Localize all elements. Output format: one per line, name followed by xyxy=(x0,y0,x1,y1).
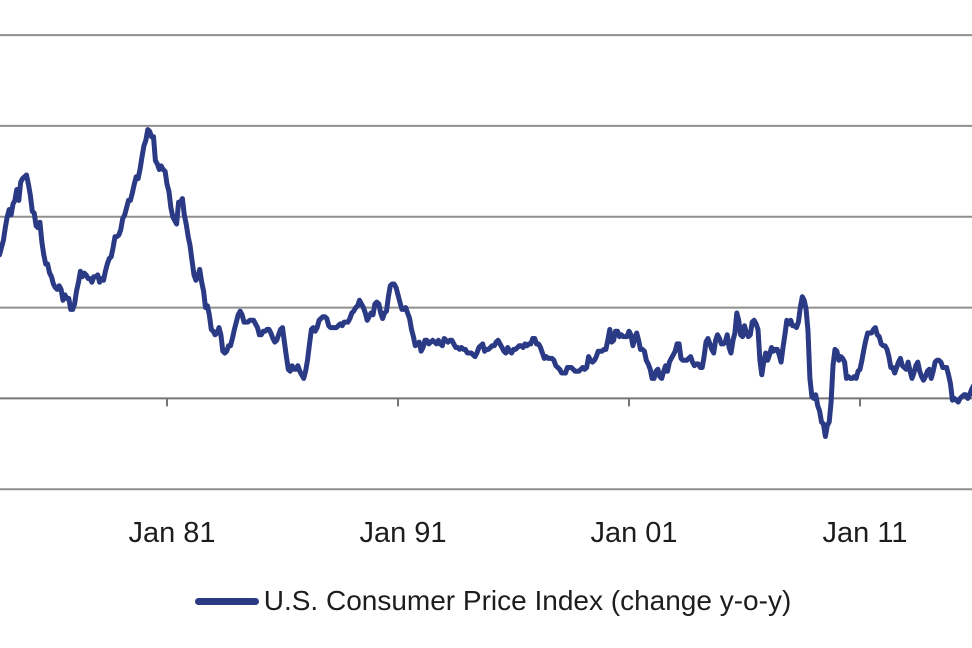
cpi-line xyxy=(0,127,972,439)
chart-legend: U.S. Consumer Price Index (change y-o-y) xyxy=(7,585,972,617)
legend-line-marker xyxy=(194,597,259,605)
legend-label: U.S. Consumer Price Index (change y-o-y) xyxy=(263,585,792,616)
